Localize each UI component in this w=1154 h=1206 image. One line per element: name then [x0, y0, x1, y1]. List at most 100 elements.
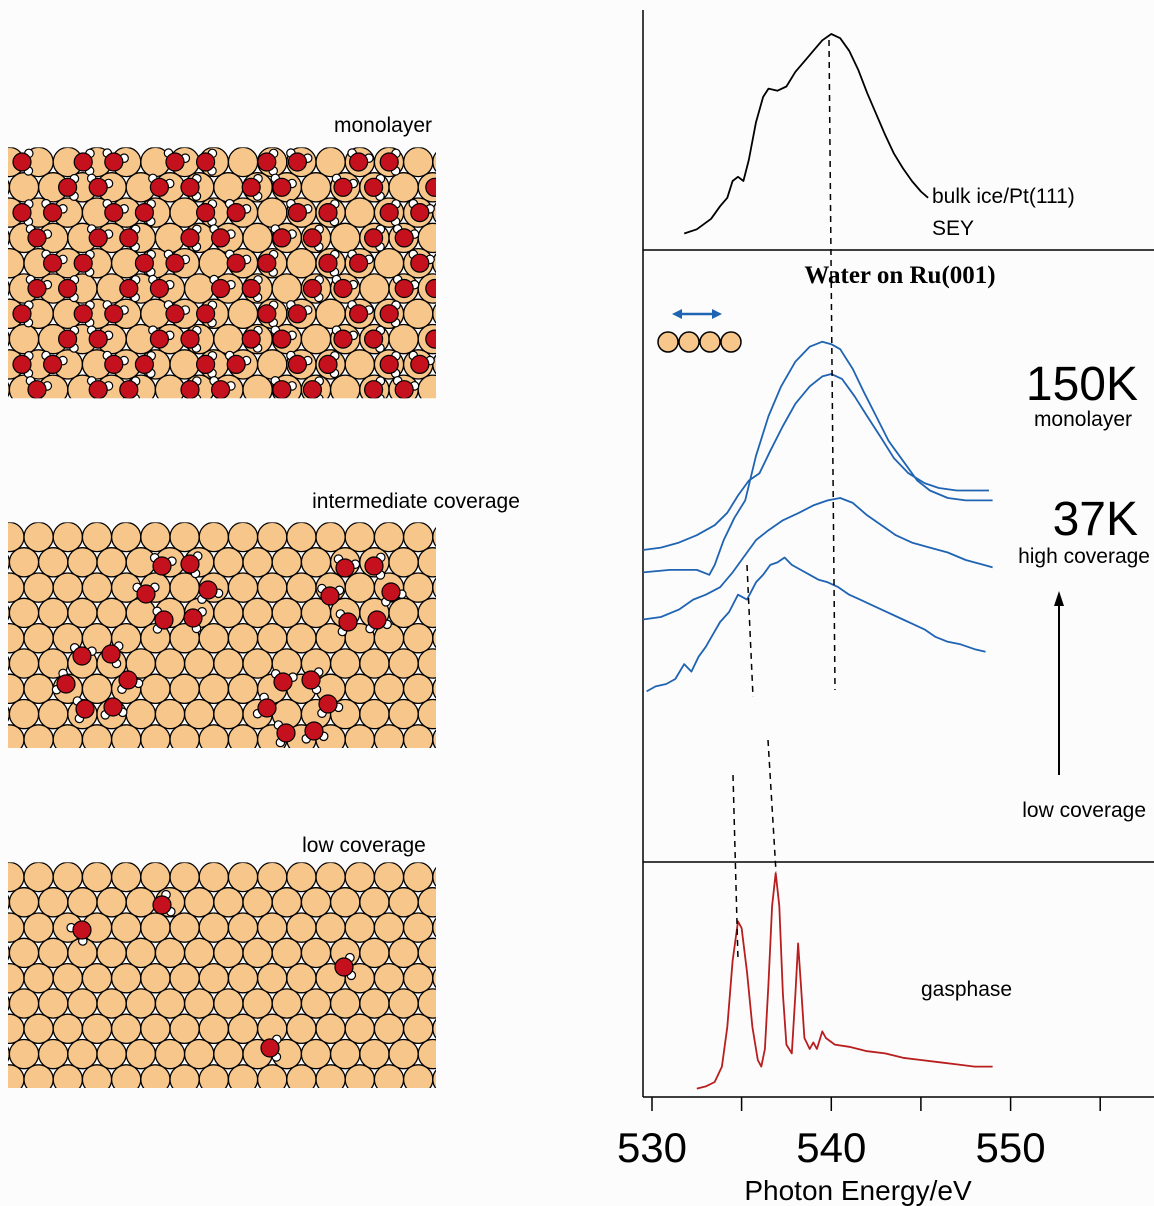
surface-atom [8, 655, 11, 672]
surface-atom [8, 673, 25, 705]
surface-atom [300, 1038, 332, 1070]
water-molecule [286, 198, 313, 223]
surface-atom [169, 912, 200, 943]
low-coverage-surface [8, 862, 436, 1089]
water-molecule [364, 376, 386, 399]
dash-guide-535 [746, 564, 754, 698]
surface-atom [402, 572, 434, 603]
surface-atom [125, 597, 157, 629]
x-axis-label: Photon Energy/eV [744, 1175, 972, 1206]
water-molecule [66, 920, 92, 946]
surface-atom [96, 887, 127, 918]
surface-atom [154, 1038, 186, 1070]
surface-atom [67, 887, 98, 918]
surface-atom [37, 988, 69, 1019]
surface-atom [52, 724, 84, 749]
water-molecule [317, 694, 344, 718]
surface-atom [23, 673, 54, 705]
t37-label: 37K [1053, 493, 1138, 546]
water-molecule [425, 329, 436, 349]
surface-atom [67, 988, 98, 1019]
surface-atom [110, 962, 142, 994]
surface-atom [81, 962, 113, 994]
dash-guide-gas-1 [732, 774, 739, 961]
water-molecule [286, 350, 313, 374]
water-molecule [334, 952, 357, 981]
surface-atom [432, 628, 436, 649]
surface-atom [140, 912, 171, 943]
surface-atom [286, 912, 317, 943]
surface-atom [359, 988, 390, 1019]
t150-label: 150K [1026, 358, 1138, 411]
water-molecule [379, 350, 401, 379]
surface-atom [417, 374, 436, 399]
surface-atom [154, 988, 186, 1019]
surface-atom [169, 1064, 200, 1089]
water-molecule [180, 325, 202, 353]
water-molecule [381, 582, 407, 607]
surface-atom [96, 547, 127, 578]
water-molecule [180, 224, 202, 252]
surface-atom [256, 197, 288, 228]
water-molecule [196, 350, 218, 379]
surface-atom [198, 724, 230, 749]
surface-atom [286, 572, 317, 603]
surface-atom [242, 597, 273, 629]
surface-atom [23, 724, 54, 749]
surface-atom [417, 648, 436, 679]
surface-atom [388, 172, 419, 203]
water-molecule [25, 375, 53, 399]
water-molecule [408, 350, 435, 374]
surface-atoms-icon [657, 331, 742, 353]
surface-atom [8, 988, 40, 1019]
water-molecule [392, 375, 420, 399]
surface-atom [140, 962, 171, 994]
surface-atom [52, 1064, 84, 1089]
low-spectrum-line [646, 556, 986, 693]
water-molecule [73, 300, 95, 328]
surface-atom [96, 988, 127, 1019]
surface-atom [110, 724, 142, 749]
surface-atom [110, 1013, 142, 1045]
surface-atom [213, 547, 244, 578]
water-molecule [51, 668, 76, 695]
surface-atom [256, 912, 288, 943]
surface-atom [37, 547, 69, 578]
surface-atom [388, 1038, 419, 1070]
surface-atom [169, 724, 200, 749]
gas-spectrum-line [696, 872, 993, 1090]
t150-sub-label: monolayer [1034, 408, 1132, 431]
surface-atom [8, 724, 25, 749]
surface-atom [242, 547, 273, 578]
surface-atom [154, 937, 186, 969]
x-tick-label: 530 [617, 1124, 687, 1171]
water-molecule [57, 275, 80, 303]
surface-atom [8, 572, 25, 603]
arrow-up-icon [1054, 591, 1064, 775]
water-molecule [41, 249, 68, 273]
surface-atom [8, 597, 40, 629]
surface-atom [81, 1013, 113, 1045]
surface-atom [198, 912, 230, 943]
surface-atom [67, 547, 98, 578]
surface-atom [125, 988, 157, 1019]
surface-atom [198, 962, 230, 994]
surface-atom [23, 572, 54, 603]
surface-atom [227, 862, 259, 893]
surface-atom [183, 1038, 215, 1070]
surface-atom [8, 230, 11, 246]
water-molecule [286, 148, 313, 172]
surface-atom [213, 937, 244, 969]
surface-atom [198, 862, 230, 893]
surface-atom [300, 937, 332, 969]
water-molecule [12, 300, 34, 328]
water-molecule [119, 224, 141, 252]
water-molecule [57, 173, 80, 201]
water-molecule [73, 249, 95, 277]
surface-atom [286, 862, 317, 893]
surface-atom [110, 1064, 142, 1089]
surface-atom [242, 937, 273, 969]
surface-atom [359, 887, 390, 918]
surface-atom [329, 1038, 361, 1070]
water-molecule [273, 720, 296, 748]
